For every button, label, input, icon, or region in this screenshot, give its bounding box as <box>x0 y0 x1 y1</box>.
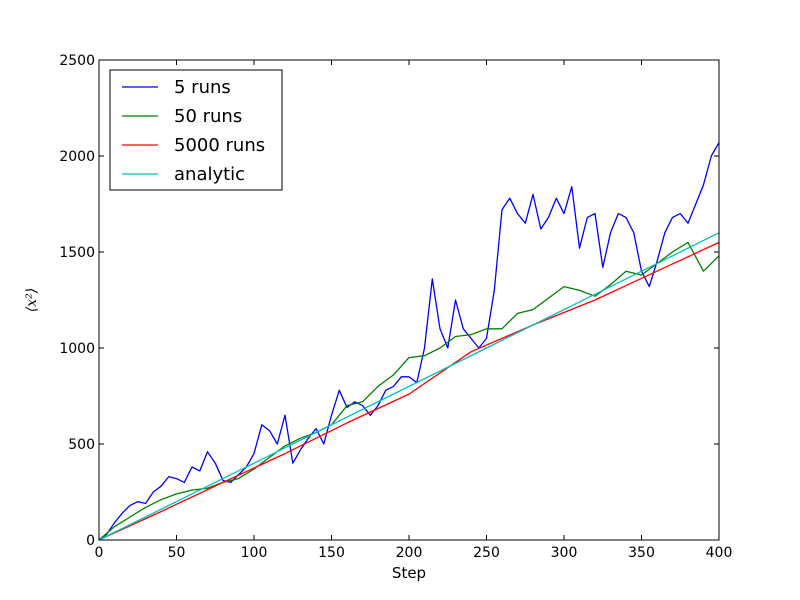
x-tick-label: 0 <box>95 545 104 561</box>
x-tick-label: 150 <box>318 545 345 561</box>
legend-label-2: 5000 runs <box>174 135 265 156</box>
tick-layer: 0 50 100 150 200 250 300 350 400 0 500 1000 1500 2000… <box>59 53 732 561</box>
y-axis-label: ⟨x²⟩ <box>24 288 40 312</box>
y-tick-label: 1500 <box>59 245 95 261</box>
y-tick-label: 500 <box>68 437 95 453</box>
x-tick-label: 50 <box>168 545 186 561</box>
legend-label-1: 50 runs <box>174 106 242 127</box>
y-tick-label: 1000 <box>59 341 95 357</box>
legend-box <box>109 69 283 191</box>
y-tick-label: 2500 <box>59 53 95 69</box>
x-axis-label: Step <box>392 564 426 582</box>
x-tick-label: 350 <box>628 545 655 561</box>
x-tick-label: 250 <box>473 545 500 561</box>
x-tick-label: 100 <box>241 545 268 561</box>
series-line-3 <box>98 232 720 541</box>
legend: 5 runs 50 runs 5000 runs analytic <box>109 69 283 191</box>
x-tick-label: 400 <box>706 545 733 561</box>
y-tick-label: 2000 <box>59 149 95 165</box>
legend-label-0: 5 runs <box>174 77 231 98</box>
y-tick-label: 0 <box>86 533 95 549</box>
x-tick-label: 200 <box>396 545 423 561</box>
series-line-2 <box>98 241 720 541</box>
series-line-0 <box>98 142 720 541</box>
legend-label-3: analytic <box>174 164 245 185</box>
series-layer <box>98 142 720 541</box>
x-tick-label: 300 <box>551 545 578 561</box>
